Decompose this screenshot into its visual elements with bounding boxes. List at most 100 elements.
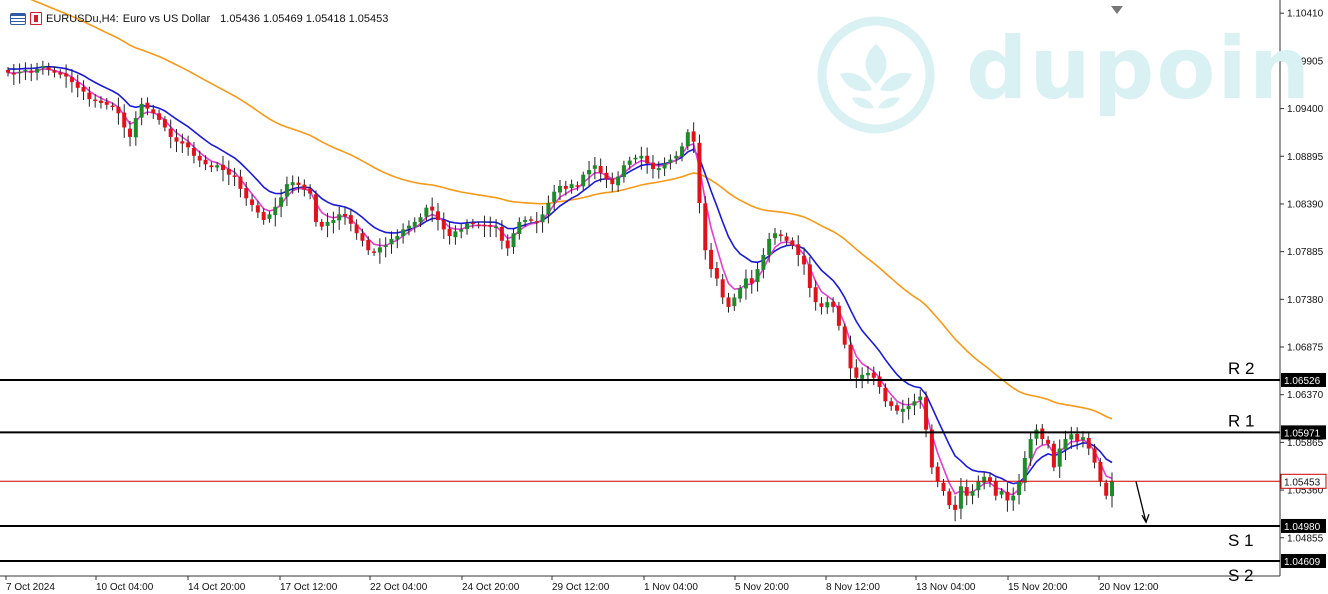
bull-candle (35, 62, 40, 81)
bear-candle (81, 80, 86, 101)
bull-candle (465, 219, 470, 235)
dupoin-logo-icon (817, 16, 935, 134)
bull-candle (627, 156, 632, 170)
bear-candle (354, 219, 359, 240)
bull-candle (860, 367, 865, 389)
bear-candle (308, 184, 313, 200)
bull-candle (755, 261, 760, 292)
bear-candle (575, 181, 580, 191)
bear-candle (366, 236, 371, 255)
price-tick-label: 1.08895 (1287, 152, 1324, 163)
level-price: 1.06526 (1284, 376, 1321, 387)
time-tick-label: 17 Oct 12:00 (280, 582, 338, 593)
bull-candle (581, 171, 586, 191)
bear-candle (98, 96, 103, 109)
bull-candle (918, 389, 923, 409)
bear-candle (1104, 479, 1109, 500)
bear-candle (46, 62, 51, 76)
bull-candle (40, 60, 45, 75)
bull-candle (674, 151, 679, 165)
bull-candle (1034, 424, 1039, 446)
bull-candle (424, 204, 429, 221)
bull-candle (772, 227, 777, 245)
price-tick-label: 1.06875 (1287, 343, 1324, 354)
bull-candle (517, 217, 522, 240)
level-price: 1.04609 (1284, 557, 1321, 568)
bear-candle (726, 292, 731, 313)
bull-candle (331, 211, 336, 234)
bear-candle (244, 182, 249, 206)
bear-candle (6, 66, 10, 77)
bull-candle (17, 63, 22, 84)
bear-candle (348, 209, 353, 232)
bull-candle (406, 220, 411, 236)
bull-candle (459, 224, 464, 239)
bear-candle (151, 104, 156, 119)
bear-candle (848, 335, 853, 380)
bear-candle (720, 274, 725, 305)
bear-candle (64, 64, 69, 88)
bear-candle (191, 142, 196, 164)
bear-candle (1075, 427, 1080, 450)
bull-candle (290, 175, 295, 194)
time-axis: 7 Oct 2024 10 Oct 04:00 14 Oct 20:00 17 Oct… (5, 576, 1159, 593)
bear-candle (435, 203, 440, 231)
bull-candle (418, 213, 423, 228)
scroll-end-marker-icon[interactable] (1111, 6, 1123, 14)
bear-candle (180, 133, 185, 153)
support-resistance-levels: R 2 1.06526 R 1 1.05971 S 1 1.04980 S 2 1.04609… (0, 359, 1327, 585)
bear-candle (69, 68, 74, 93)
bear-candle (209, 161, 214, 172)
bear-candle (709, 243, 714, 278)
bear-candle (796, 235, 801, 267)
bull-candle (982, 471, 987, 490)
bear-candle (162, 116, 167, 132)
bear-candle (482, 215, 487, 238)
bull-candle (383, 237, 388, 258)
bear-candle (441, 212, 446, 239)
bull-candle (738, 284, 743, 303)
bear-candle (1098, 458, 1103, 487)
bull-candle (546, 195, 551, 224)
bear-candle (813, 280, 818, 311)
bear-candle (703, 195, 708, 260)
chart-menu-icon[interactable] (10, 12, 26, 25)
time-tick-label: 8 Nov 12:00 (826, 582, 880, 593)
bull-candle (569, 179, 574, 194)
bear-candle (1051, 440, 1056, 472)
ohlc-values: 1.05436 1.05469 1.05418 1.05453 (220, 12, 389, 25)
symbol-label: EURUSDu,H4: (46, 12, 119, 25)
bear-candle (447, 221, 452, 245)
level-price-tag (1281, 518, 1326, 533)
bear-candle (157, 109, 162, 125)
bear-candle (790, 237, 795, 250)
bear-candle (1046, 436, 1051, 449)
bull-candle (325, 212, 330, 238)
bull-candle (1069, 426, 1074, 449)
bull-candle (761, 248, 766, 279)
bear-candle (807, 256, 812, 298)
bull-candle (494, 219, 499, 238)
bear-candle (174, 128, 179, 153)
bear-candle (964, 479, 969, 506)
bear-candle (197, 150, 202, 168)
bear-candle (296, 176, 301, 193)
time-tick-label: 1 Nov 04:00 (644, 582, 698, 593)
bear-candle (831, 297, 836, 313)
bear-candle (52, 66, 57, 78)
bull-candle (1028, 433, 1033, 466)
trade-icon[interactable] (30, 12, 42, 25)
bull-candle (273, 197, 278, 227)
bear-candle (778, 229, 783, 242)
bull-candle (633, 154, 638, 164)
bear-candle (714, 261, 719, 287)
level-name: R 2 (1228, 359, 1254, 378)
bear-candle (29, 63, 34, 82)
bull-candle (401, 223, 406, 244)
bull-candle (1022, 451, 1027, 492)
time-tick-label: 29 Oct 12:00 (552, 582, 610, 593)
bear-candle (470, 218, 475, 229)
bear-candle (935, 462, 940, 488)
bull-candle (1057, 439, 1062, 478)
current-price-value: 1.05453 (1284, 477, 1321, 488)
